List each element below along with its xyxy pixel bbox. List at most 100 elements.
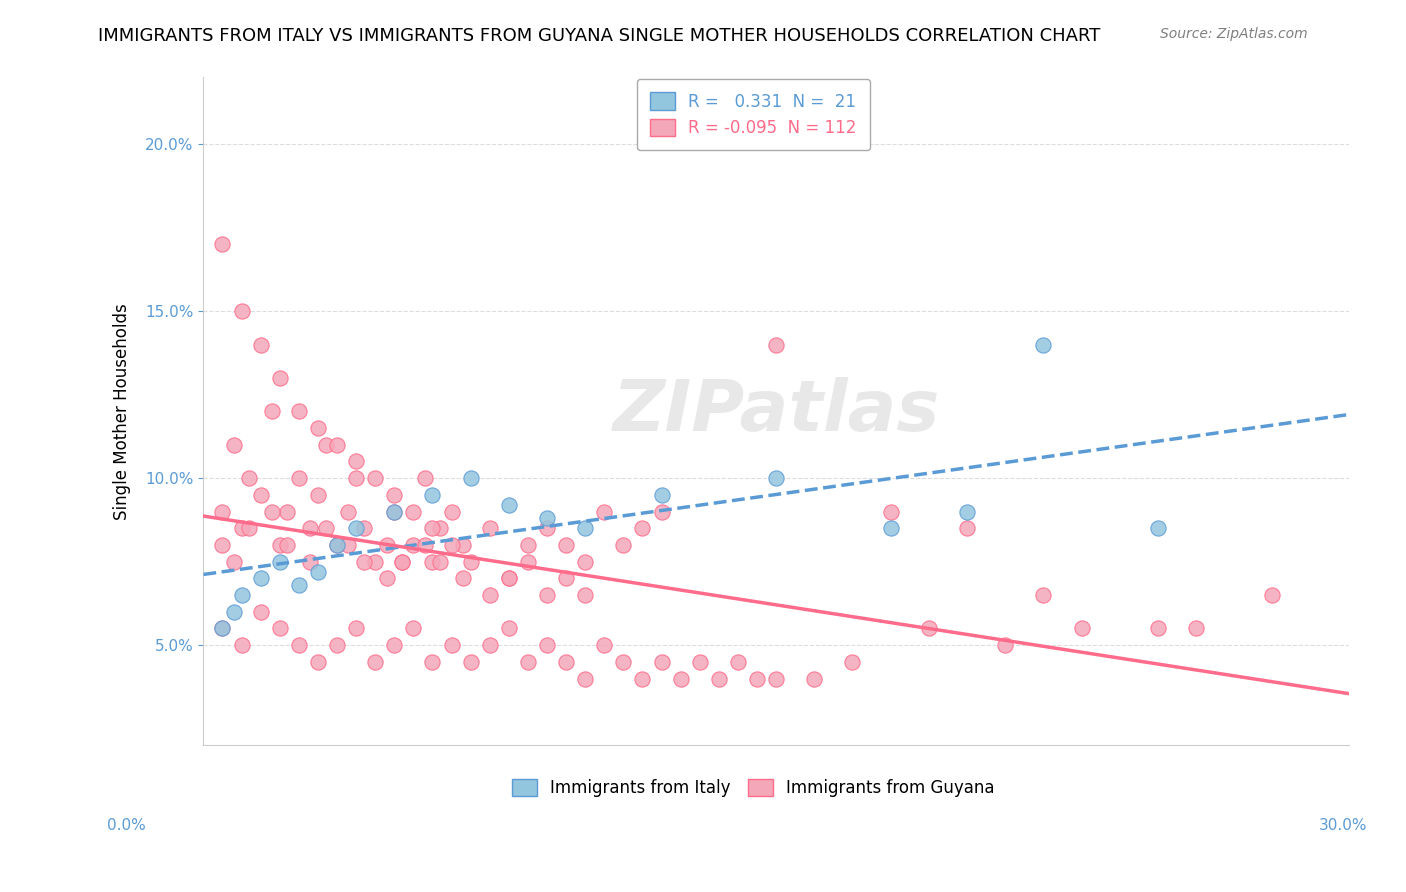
Legend: Immigrants from Italy, Immigrants from Guyana: Immigrants from Italy, Immigrants from G… (505, 772, 1001, 804)
Point (478, 638, 501, 652)
Point (1032, 588, 1054, 602)
Point (337, 538, 360, 552)
Point (382, 638, 405, 652)
Point (211, 504, 233, 518)
Point (429, 521, 451, 535)
Point (478, 521, 501, 535)
Point (498, 571, 520, 585)
Point (344, 454, 367, 468)
Point (262, 404, 284, 418)
Text: ZIPatlas: ZIPatlas (613, 376, 939, 446)
Point (211, 237, 233, 252)
Point (326, 538, 349, 552)
Point (262, 504, 284, 518)
Point (231, 588, 253, 602)
Point (478, 588, 501, 602)
Text: Source: ZipAtlas.com: Source: ZipAtlas.com (1160, 27, 1308, 41)
Point (651, 504, 673, 518)
Point (249, 488, 271, 502)
Point (269, 371, 291, 385)
Point (429, 555, 451, 569)
Point (841, 655, 863, 669)
Point (555, 538, 578, 552)
Point (222, 438, 245, 452)
Point (276, 538, 298, 552)
Point (231, 521, 253, 535)
Point (344, 471, 367, 485)
Point (631, 672, 654, 686)
Point (593, 504, 616, 518)
Point (536, 588, 558, 602)
Point (516, 555, 538, 569)
Point (536, 638, 558, 652)
Point (288, 404, 311, 418)
Point (956, 521, 979, 535)
Point (288, 471, 311, 485)
Point (222, 605, 245, 619)
Point (276, 504, 298, 518)
Point (1070, 622, 1092, 636)
Point (249, 605, 271, 619)
Point (337, 504, 360, 518)
Point (231, 304, 253, 318)
Point (288, 578, 311, 592)
Point (516, 538, 538, 552)
Point (574, 555, 596, 569)
Point (222, 555, 245, 569)
Text: IMMIGRANTS FROM ITALY VS IMMIGRANTS FROM GUYANA SINGLE MOTHER HOUSEHOLDS CORRELA: IMMIGRANTS FROM ITALY VS IMMIGRANTS FROM… (98, 27, 1101, 45)
Point (574, 672, 596, 686)
Point (1147, 622, 1170, 636)
Point (269, 538, 291, 552)
Point (375, 538, 398, 552)
Point (299, 555, 322, 569)
Point (516, 655, 538, 669)
Point (555, 655, 578, 669)
Point (249, 571, 271, 585)
Point (249, 337, 271, 351)
Point (353, 555, 375, 569)
Point (353, 521, 375, 535)
Point (536, 521, 558, 535)
Point (1185, 622, 1208, 636)
Point (391, 555, 413, 569)
Point (344, 622, 367, 636)
Point (315, 521, 337, 535)
Point (451, 538, 474, 552)
Point (498, 498, 520, 512)
Point (344, 521, 367, 535)
Point (269, 555, 291, 569)
Point (307, 655, 329, 669)
Point (956, 504, 979, 518)
Point (315, 438, 337, 452)
Point (413, 538, 436, 552)
Point (307, 488, 329, 502)
Point (593, 638, 616, 652)
Point (689, 655, 711, 669)
Point (765, 337, 787, 351)
Point (498, 622, 520, 636)
Point (574, 521, 596, 535)
Point (918, 622, 941, 636)
Point (422, 655, 444, 669)
Point (440, 638, 463, 652)
Point (422, 555, 444, 569)
Point (879, 504, 901, 518)
Point (612, 655, 634, 669)
Point (765, 672, 787, 686)
Point (326, 538, 349, 552)
Point (440, 538, 463, 552)
Point (211, 622, 233, 636)
Point (326, 638, 349, 652)
Point (612, 538, 634, 552)
Point (238, 521, 260, 535)
Point (460, 471, 482, 485)
Point (288, 638, 311, 652)
Point (498, 571, 520, 585)
Point (1261, 588, 1284, 602)
Point (326, 438, 349, 452)
Point (307, 565, 329, 579)
Point (745, 672, 768, 686)
Point (1147, 521, 1170, 535)
Point (382, 504, 405, 518)
Point (555, 571, 578, 585)
